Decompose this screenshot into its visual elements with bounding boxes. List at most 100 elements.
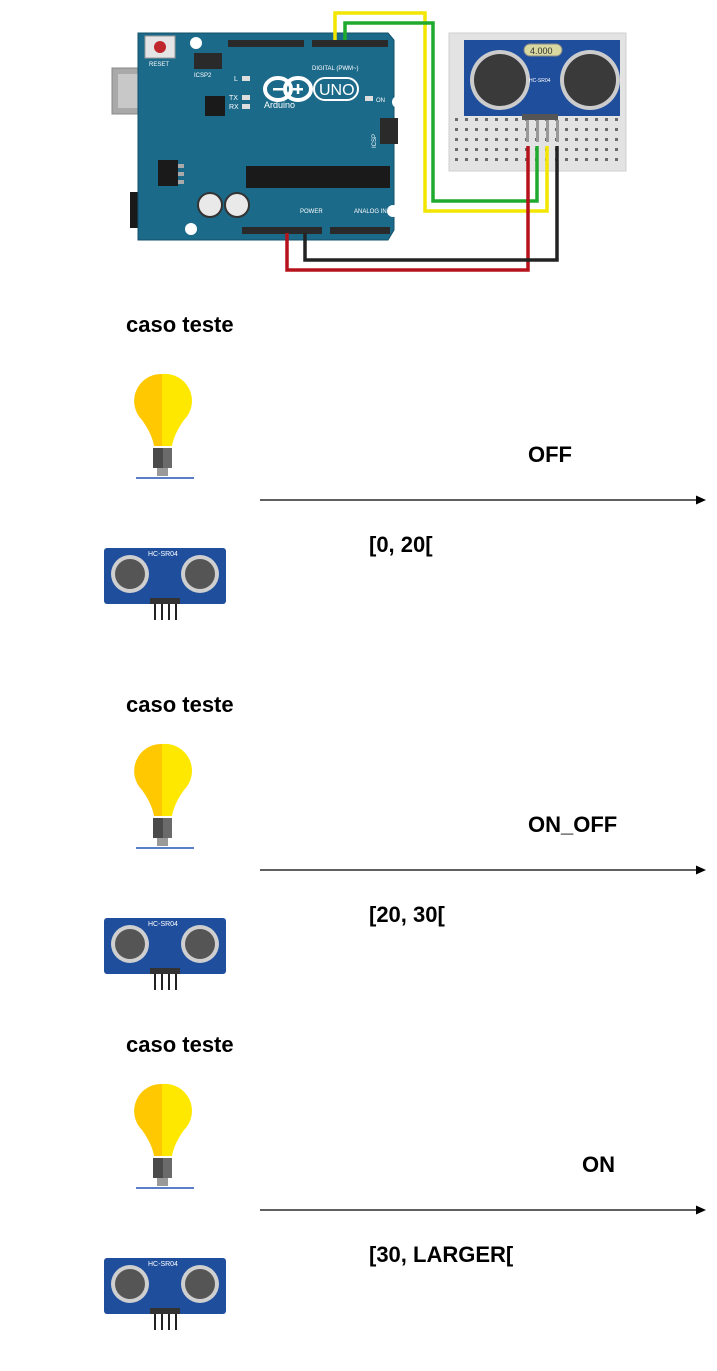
breadboard-hole	[465, 128, 468, 131]
breadboard-hole	[465, 158, 468, 161]
breadboard-hole	[505, 148, 508, 151]
breadboard-hole	[615, 158, 618, 161]
case-3-range-label: [30, LARGER[	[369, 1242, 514, 1267]
case-3-sensor-label: HC-SR04	[148, 1261, 178, 1268]
breadboard-hole	[595, 138, 598, 141]
breadboard-hole	[615, 148, 618, 151]
capacitor-2	[224, 192, 250, 218]
tx-label: TX	[229, 95, 238, 102]
case-1-bulb-icon	[134, 370, 196, 482]
breadboard-hole	[495, 148, 498, 151]
breadboard-hole	[485, 158, 488, 161]
analog-header	[330, 227, 390, 234]
circuit-svg: RESET ICSP2 DIGITAL (PWM~) L TX RX UNO A…	[111, 11, 627, 272]
case-1-state-label: OFF	[528, 442, 572, 467]
breadboard-hole	[505, 118, 508, 121]
breadboard-hole	[605, 138, 608, 141]
icsp-label: ICSP	[372, 134, 378, 148]
on-label: ON	[376, 98, 385, 104]
model-label: UNO	[319, 82, 355, 99]
icsp2-label: ICSP2	[194, 73, 212, 79]
breadboard-hole	[515, 138, 518, 141]
small-chip	[205, 96, 225, 116]
circuit-diagram: RESET ICSP2 DIGITAL (PWM~) L TX RX UNO A…	[0, 0, 717, 290]
case-3-title: caso teste	[126, 1032, 234, 1057]
breadboard-hole	[455, 158, 458, 161]
breadboard-hole	[485, 128, 488, 131]
capacitor-1	[197, 192, 223, 218]
case-2-range-label: [20, 30[	[369, 902, 445, 927]
breadboard-hole	[615, 128, 618, 131]
case-1-arrow	[260, 494, 708, 506]
breadboard-hole	[505, 128, 508, 131]
case-3-bulb-icon	[134, 1080, 196, 1192]
breadboard-hole	[565, 138, 568, 141]
breadboard-hole	[485, 148, 488, 151]
rx-label: RX	[229, 104, 239, 111]
reset-button	[154, 41, 166, 53]
breadboard-hole	[605, 148, 608, 151]
breadboard-hole	[495, 158, 498, 161]
case-3-arrow	[260, 1204, 708, 1216]
breadboard-hole	[565, 148, 568, 151]
case-2-arrow	[260, 864, 708, 876]
breadboard-hole	[455, 138, 458, 141]
breadboard-hole	[585, 138, 588, 141]
case-2-bulb-icon	[134, 740, 196, 852]
breadboard-hole	[485, 118, 488, 121]
breadboard-hole	[575, 128, 578, 131]
digital-header-2	[312, 40, 388, 47]
breadboard-hole	[615, 118, 618, 121]
breadboard-hole	[465, 148, 468, 151]
breadboard-hole	[595, 128, 598, 131]
l-label: L	[234, 76, 238, 83]
wire-yellow	[333, 11, 549, 213]
breadboard-hole	[585, 128, 588, 131]
breadboard-hole	[575, 158, 578, 161]
breadboard-hole	[495, 138, 498, 141]
case-1-sensor-label: HC-SR04	[148, 551, 178, 558]
breadboard-hole	[595, 158, 598, 161]
breadboard-hole	[515, 148, 518, 151]
breadboard-hole	[595, 148, 598, 151]
case-1-range-label: [0, 20[	[369, 532, 433, 557]
breadboard-hole	[475, 138, 478, 141]
case-2-state-label: ON_OFF	[528, 812, 618, 837]
breadboard-hole	[515, 128, 518, 131]
breadboard-hole	[615, 138, 618, 141]
breadboard-hole	[455, 128, 458, 131]
arduino-logo-icon	[263, 76, 313, 102]
breadboard-hole	[605, 118, 608, 121]
breadboard-hole	[485, 138, 488, 141]
breadboard-hole	[475, 128, 478, 131]
breadboard-hole	[585, 158, 588, 161]
breadboard-hole	[575, 148, 578, 151]
breadboard-hole	[605, 158, 608, 161]
breadboard-hole	[495, 128, 498, 131]
breadboard-hole	[565, 158, 568, 161]
arduino-board	[137, 32, 395, 241]
breadboard-hole	[505, 138, 508, 141]
case-1-title: caso teste	[126, 312, 234, 337]
digital-header-1	[228, 40, 304, 47]
breadboard-hole	[475, 158, 478, 161]
case-2-sensor-icon: HC-SR04	[102, 916, 228, 992]
case-1-sensor-icon: HC-SR04	[102, 546, 228, 622]
wire-green	[343, 21, 539, 203]
case-2-title: caso teste	[126, 692, 234, 717]
sensor-model-label: HC-SR04	[529, 78, 551, 84]
reset-label: RESET	[149, 62, 169, 68]
power-label: POWER	[300, 209, 323, 215]
main-chip	[246, 166, 390, 188]
digital-label: DIGITAL (PWM~)	[312, 66, 359, 72]
case-2-sensor-label: HC-SR04	[148, 921, 178, 928]
breadboard-hole	[565, 118, 568, 121]
breadboard-hole	[575, 138, 578, 141]
power-header	[242, 227, 322, 234]
breadboard-hole	[465, 118, 468, 121]
sensor-display: 4.000	[530, 46, 553, 56]
breadboard-hole	[595, 118, 598, 121]
breadboard-hole	[475, 148, 478, 151]
breadboard-hole	[475, 118, 478, 121]
case-3-state-label: ON	[582, 1152, 615, 1177]
